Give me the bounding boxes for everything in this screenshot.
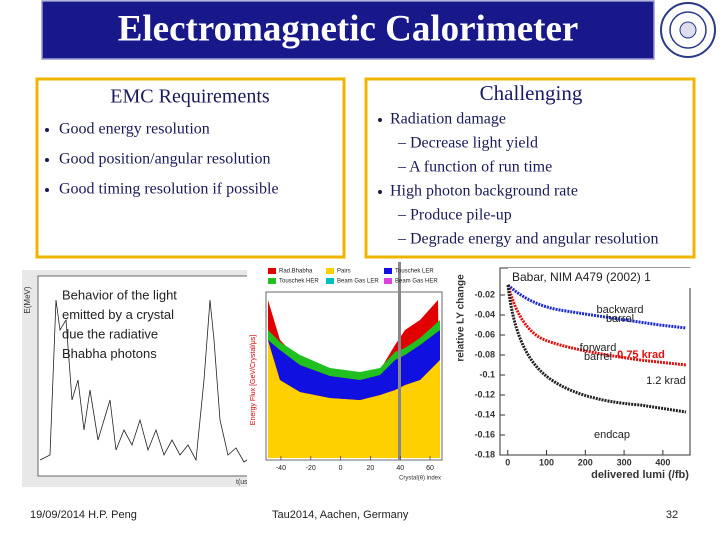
x-tick-label: -20 xyxy=(306,465,316,472)
x-tick-label: 200 xyxy=(578,457,593,467)
curve-label: 0.75 krad xyxy=(617,349,665,361)
page-number: 32 xyxy=(666,509,678,521)
legend-label: Beam Gas LER xyxy=(337,279,379,285)
source-box xyxy=(508,268,692,288)
bullet-text: High photon background rate xyxy=(390,183,578,200)
curve xyxy=(506,284,687,367)
axis-label: Energy Flux [GeV/Crystal/μs] xyxy=(250,335,257,425)
x-tick-label: -40 xyxy=(276,465,286,472)
source-label: Babar, NIM A479 (2002) 1 xyxy=(512,270,651,284)
y-tick-label: -0.12 xyxy=(474,389,495,399)
x-tick-label: 40 xyxy=(396,465,404,472)
bullet-text: – Produce pile-up xyxy=(397,207,512,224)
stack-band xyxy=(268,330,440,400)
box-title: EMC Requirements xyxy=(110,86,270,108)
figure-caption: Bhabha photons xyxy=(62,346,157,361)
stack-band xyxy=(268,340,440,458)
x-tick-label: 0 xyxy=(339,465,343,472)
bullet-text: Good energy resolution xyxy=(59,121,210,138)
legend-label: Beam Gas HER xyxy=(395,279,438,285)
legend-label: Touschek HER xyxy=(279,279,319,285)
stack-band xyxy=(268,320,440,380)
y-tick-label: -0.06 xyxy=(474,329,495,339)
x-tick-label: 0 xyxy=(505,457,510,467)
legend-swatch xyxy=(268,268,276,274)
bullet-dot xyxy=(45,188,49,192)
y-tick-label: -0.16 xyxy=(474,429,495,439)
legend-label: Touschek LER xyxy=(395,269,434,275)
axis-label: relative LY change xyxy=(456,274,467,362)
footer-date: 19/09/2014 H.P. Peng xyxy=(30,509,137,521)
divider xyxy=(398,262,401,460)
curve-label: 1.2 krad xyxy=(646,375,686,387)
slide-title: Electromagnetic Calorimeter xyxy=(118,8,579,49)
axis-label: E(MeV) xyxy=(23,286,32,313)
title-bar xyxy=(41,0,655,60)
curve-label: barrel xyxy=(606,313,634,325)
figure-caption: due the radiative xyxy=(62,326,158,341)
challenging-box xyxy=(364,77,696,259)
bullet-dot xyxy=(45,158,49,162)
x-tick-label: 60 xyxy=(426,465,434,472)
y-tick-label: -0.14 xyxy=(474,409,495,419)
curve xyxy=(506,284,687,414)
axis-label: delivered lumi (/fb) xyxy=(591,469,689,481)
x-tick-label: 400 xyxy=(655,457,670,467)
y-tick-label: -0.1 xyxy=(479,369,495,379)
curve-label: forward xyxy=(580,342,617,354)
bullet-text: Good position/angular resolution xyxy=(59,151,271,168)
axis-label: t(us) xyxy=(236,479,250,486)
legend-swatch xyxy=(326,278,334,284)
figure-caption: emitted by a crystal xyxy=(62,307,174,322)
bullet-text: Radiation damage xyxy=(390,111,506,128)
y-tick-label: -0.02 xyxy=(474,289,495,299)
waveform-trace xyxy=(39,299,251,463)
background-figure: Rad.Bhabha Pairs Touschek LER Touschek HER B… xyxy=(247,262,445,487)
requirements-box xyxy=(35,77,346,259)
axis-label: Crystal(θ) index xyxy=(399,476,441,482)
legend-label: Pairs xyxy=(337,269,351,275)
bullet-text: – Degrade energy and angular resolution xyxy=(397,231,659,248)
box-title: Challenging xyxy=(480,81,583,105)
lightyield-figure: -0.02 -0.04 -0.06 -0.08 -0.1 -0.12 -0.14 -0.16 -… xyxy=(450,262,696,487)
legend-swatch xyxy=(384,268,392,274)
y-tick-label: -0.04 xyxy=(474,309,495,319)
footer-conference: Tau2014, Aachen, Germany xyxy=(272,509,409,521)
curve xyxy=(506,283,687,330)
figure-caption: Behavior of the light xyxy=(62,287,177,302)
bullet-dot xyxy=(378,118,382,122)
bullet-dot xyxy=(45,128,49,132)
legend-label: Rad.Bhabha xyxy=(279,269,313,275)
bullet-text: Good timing resolution if possible xyxy=(59,181,279,198)
y-tick-label: -0.08 xyxy=(474,349,495,359)
logo xyxy=(660,2,716,58)
legend-swatch xyxy=(326,268,334,274)
curve-label: barrel xyxy=(584,351,612,363)
bullet-text: – A function of run time xyxy=(397,159,552,176)
legend-swatch xyxy=(384,278,392,284)
y-tick-label: -0.18 xyxy=(474,449,495,459)
bullet-dot xyxy=(378,190,382,194)
legend-swatch xyxy=(268,278,276,284)
curve-label: backward xyxy=(596,304,643,316)
x-tick-label: 20 xyxy=(367,465,375,472)
bullet-text: – Decrease light yield xyxy=(397,135,538,152)
curve-label: endcap xyxy=(594,429,630,441)
x-tick-label: 100 xyxy=(539,457,554,467)
waveform-figure: E(MeV) t(us) Behavior of the light emitte… xyxy=(22,270,256,487)
x-tick-label: 300 xyxy=(617,457,632,467)
